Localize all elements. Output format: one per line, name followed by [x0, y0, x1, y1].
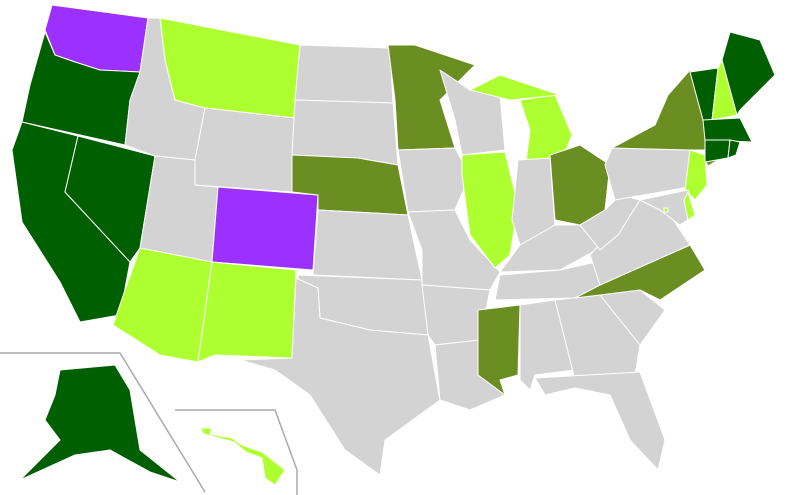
state-wy: [194, 107, 296, 193]
state-co: [211, 186, 319, 271]
state-ks: [312, 209, 423, 281]
state-nm: [197, 261, 297, 363]
state-nj: [684, 149, 708, 201]
state-mo: [407, 209, 501, 291]
state-tx: [239, 277, 441, 476]
state-nd: [294, 44, 394, 104]
state-ma: [702, 117, 753, 143]
alaska-inset-border: [0, 352, 206, 493]
state-ri: [727, 139, 741, 159]
state-me: [721, 31, 776, 116]
state-nv: [64, 135, 156, 263]
hawaii-inset-border: [175, 409, 298, 495]
state-ia: [397, 147, 471, 213]
state-mn: [387, 44, 476, 151]
state-dc: [663, 207, 669, 213]
state-de: [683, 191, 696, 221]
state-ak: [19, 364, 181, 483]
state-ct: [704, 139, 731, 163]
state-mi-up: [469, 74, 561, 101]
state-il: [461, 151, 519, 269]
state-hi: [199, 427, 286, 486]
state-fl: [534, 371, 666, 471]
